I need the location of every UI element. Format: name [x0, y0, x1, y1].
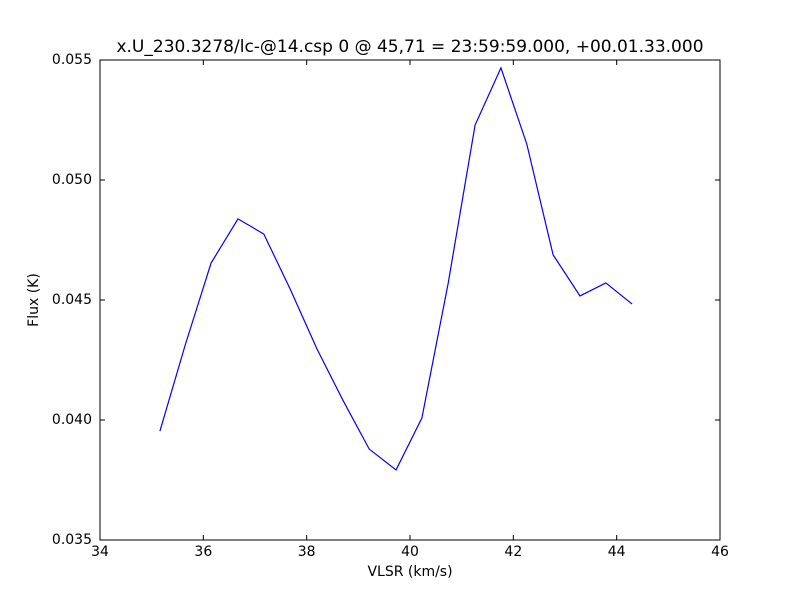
x-tick-label: 40 — [401, 544, 419, 560]
data-line — [159, 66, 633, 471]
plot-frame — [99, 59, 721, 541]
x-tick-label: 46 — [711, 544, 729, 560]
y-tick-label: 0.055 — [52, 52, 92, 68]
x-tick-label: 42 — [504, 544, 522, 560]
y-tick-label: 0.040 — [52, 412, 92, 428]
x-tick-label: 36 — [194, 544, 212, 560]
y-tick-label: 0.045 — [52, 292, 92, 308]
y-tick-label: 0.050 — [52, 172, 92, 188]
y-tick-label: 0.035 — [52, 532, 92, 548]
x-tick-label: 34 — [91, 544, 109, 560]
chart-title: x.U_230.3278/lc-@14.csp 0 @ 45,71 = 23:5… — [116, 37, 703, 57]
x-axis-label: VLSR (km/s) — [367, 564, 452, 580]
x-tick-label: 38 — [298, 544, 316, 560]
y-axis-label: Flux (K) — [26, 273, 42, 327]
x-tick-label: 44 — [608, 544, 626, 560]
